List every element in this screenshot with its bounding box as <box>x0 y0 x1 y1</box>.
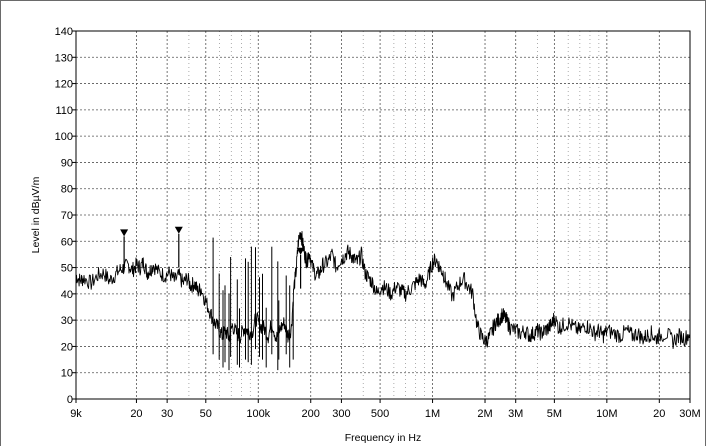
x-tick-labels: 9k 20 30 50 100k 200 300 500 1M 2M 3M 5M 10M 20 30M <box>70 399 701 420</box>
y-tick-label: 110 <box>55 105 73 117</box>
trace-layer <box>75 230 691 371</box>
x-tick-label: 20 <box>653 408 665 420</box>
peak-marker <box>120 229 129 237</box>
y-axis-title: Level in dBµV/m <box>30 176 42 253</box>
y-tick-label: 30 <box>61 315 73 327</box>
y-tick-label: 0 <box>67 394 73 406</box>
x-tick-label: 10M <box>596 408 617 420</box>
x-tick-label: 500 <box>371 408 389 420</box>
y-tick-label: 130 <box>55 52 73 64</box>
y-tick-label: 70 <box>61 210 73 222</box>
frame-border-left <box>0 0 1 446</box>
x-tick-label: 2M <box>477 408 492 420</box>
y-tick-label: 140 <box>55 26 73 38</box>
x-tick-label: 30M <box>679 408 700 420</box>
x-tick-label: 5M <box>547 408 562 420</box>
x-tick-label: 300 <box>332 408 350 420</box>
y-tick-labels: 0 10 20 30 40 50 60 70 80 90 100 110 120 130 140 <box>55 26 76 406</box>
peak-marker <box>296 247 305 255</box>
x-tick-label: 100k <box>246 408 270 420</box>
y-tick-label: 120 <box>55 79 73 91</box>
y-tick-label: 50 <box>61 263 73 275</box>
x-axis-title: Frequency in Hz <box>345 432 421 444</box>
marker-layer <box>120 226 305 289</box>
emission-trace <box>75 230 691 350</box>
y-tick-label: 60 <box>61 236 73 248</box>
x-tick-label: 50 <box>200 408 212 420</box>
x-tick-label: 9k <box>70 408 82 420</box>
y-tick-label: 20 <box>61 341 73 353</box>
y-tick-label: 90 <box>61 157 73 169</box>
x-tick-label: 1M <box>425 408 440 420</box>
frame-border-top <box>0 0 706 1</box>
x-tick-label: 3M <box>508 408 523 420</box>
y-tick-label: 80 <box>61 184 73 196</box>
major-gridlines <box>76 31 690 399</box>
y-tick-label: 100 <box>55 131 73 143</box>
x-tick-label: 200 <box>302 408 320 420</box>
y-tick-label: 10 <box>61 368 73 380</box>
plot-area <box>76 31 690 399</box>
x-tick-label: 20 <box>130 408 142 420</box>
y-tick-label: 40 <box>61 289 73 301</box>
peak-marker <box>174 226 183 234</box>
x-tick-label: 30 <box>161 408 173 420</box>
